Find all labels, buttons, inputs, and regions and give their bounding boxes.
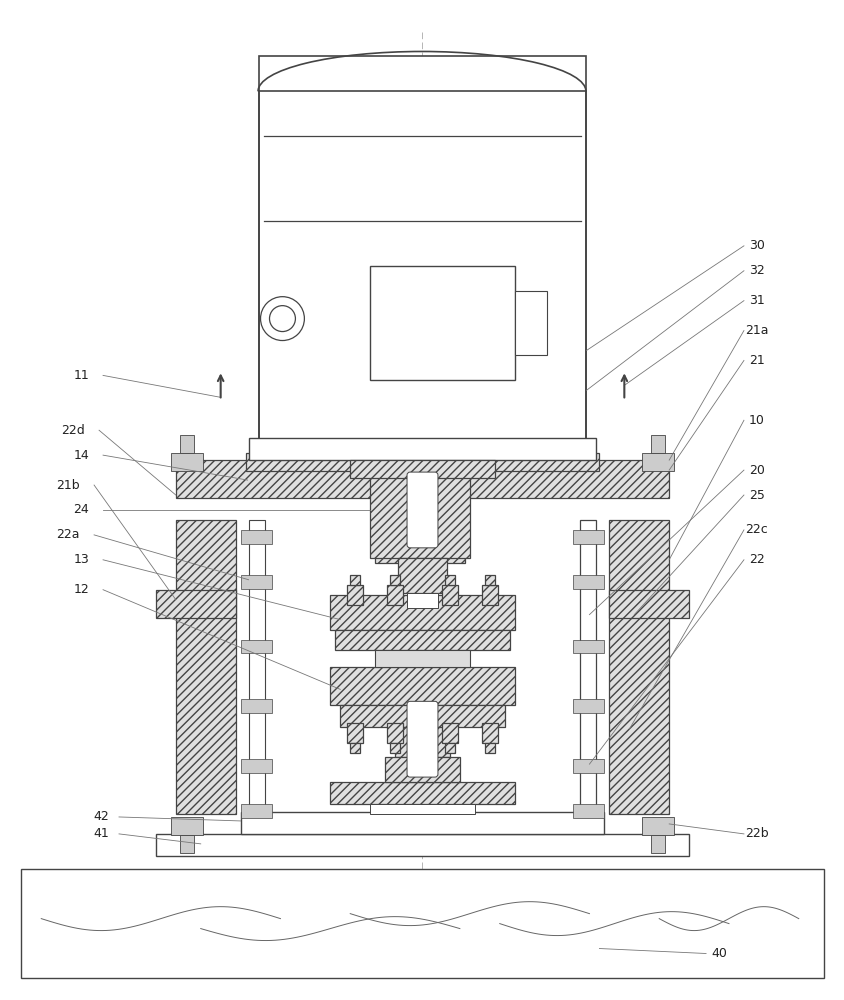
Text: 22c: 22c [744, 523, 767, 536]
Bar [651, 435, 664, 453]
Bar [258, 56, 586, 440]
Bar [248, 520, 264, 814]
Bar [484, 575, 495, 585]
Bar [241, 530, 272, 544]
Text: 22a: 22a [57, 528, 80, 541]
Bar [441, 585, 457, 605]
Bar [349, 575, 360, 585]
Bar [21, 869, 823, 978]
Text: 22: 22 [748, 553, 764, 566]
Bar [155, 590, 235, 618]
Bar [375, 468, 464, 563]
Bar [514, 291, 546, 355]
Bar [370, 468, 469, 558]
Bar [246, 453, 598, 471]
Bar [481, 723, 497, 743]
Text: 11: 11 [73, 369, 89, 382]
Text: 25: 25 [748, 489, 764, 502]
FancyBboxPatch shape [407, 701, 437, 777]
Bar [395, 727, 449, 757]
Circle shape [260, 297, 304, 341]
Bar [370, 804, 474, 814]
Text: 21a: 21a [744, 324, 768, 337]
Bar [248, 438, 596, 460]
Bar [441, 723, 457, 743]
Text: 22b: 22b [744, 827, 768, 840]
Bar [445, 743, 454, 753]
Text: 42: 42 [93, 810, 109, 823]
Bar [387, 723, 403, 743]
Bar [398, 558, 446, 593]
Bar [155, 834, 689, 856]
Bar [241, 575, 272, 589]
Bar [375, 650, 469, 667]
Bar [609, 590, 689, 618]
Text: 10: 10 [748, 414, 764, 427]
Bar [641, 453, 674, 471]
Bar [641, 817, 674, 835]
Bar [349, 460, 495, 478]
Bar [347, 723, 363, 743]
Bar [335, 630, 509, 650]
Text: 41: 41 [93, 827, 109, 840]
Bar [241, 699, 272, 713]
Bar [330, 595, 514, 630]
Bar [651, 835, 664, 853]
Bar [180, 435, 193, 453]
Bar [407, 593, 437, 608]
Bar [370, 266, 514, 380]
Bar [387, 585, 403, 605]
Bar [445, 575, 454, 585]
Bar [572, 699, 603, 713]
Text: 21b: 21b [57, 479, 80, 492]
Text: 32: 32 [748, 264, 764, 277]
Text: 24: 24 [73, 503, 89, 516]
Bar [390, 575, 399, 585]
Bar [180, 835, 193, 853]
Text: 13: 13 [73, 553, 89, 566]
Bar [170, 453, 203, 471]
Bar [347, 585, 363, 605]
Bar [241, 640, 272, 653]
Bar [385, 757, 459, 782]
Bar [330, 782, 514, 804]
Bar [241, 812, 603, 834]
Bar [481, 585, 497, 605]
Bar [572, 530, 603, 544]
Text: 20: 20 [748, 464, 764, 477]
Bar [580, 520, 596, 814]
Bar [349, 743, 360, 753]
Bar [340, 705, 504, 727]
Bar [170, 817, 203, 835]
Text: 30: 30 [748, 239, 764, 252]
Text: 40: 40 [711, 947, 726, 960]
Text: 14: 14 [73, 449, 89, 462]
Bar [572, 759, 603, 773]
Bar [572, 575, 603, 589]
Bar [409, 475, 435, 545]
Bar [176, 460, 668, 498]
Bar [390, 743, 399, 753]
Bar [484, 743, 495, 753]
Text: 21: 21 [748, 354, 764, 367]
Bar [330, 667, 514, 705]
FancyBboxPatch shape [407, 472, 437, 548]
Bar [176, 520, 235, 814]
Text: 22d: 22d [62, 424, 85, 437]
Text: 12: 12 [73, 583, 89, 596]
Bar [609, 520, 668, 814]
Bar [241, 759, 272, 773]
Text: 31: 31 [748, 294, 764, 307]
Bar [572, 640, 603, 653]
Circle shape [269, 306, 295, 332]
Bar [241, 804, 272, 818]
Bar [572, 804, 603, 818]
